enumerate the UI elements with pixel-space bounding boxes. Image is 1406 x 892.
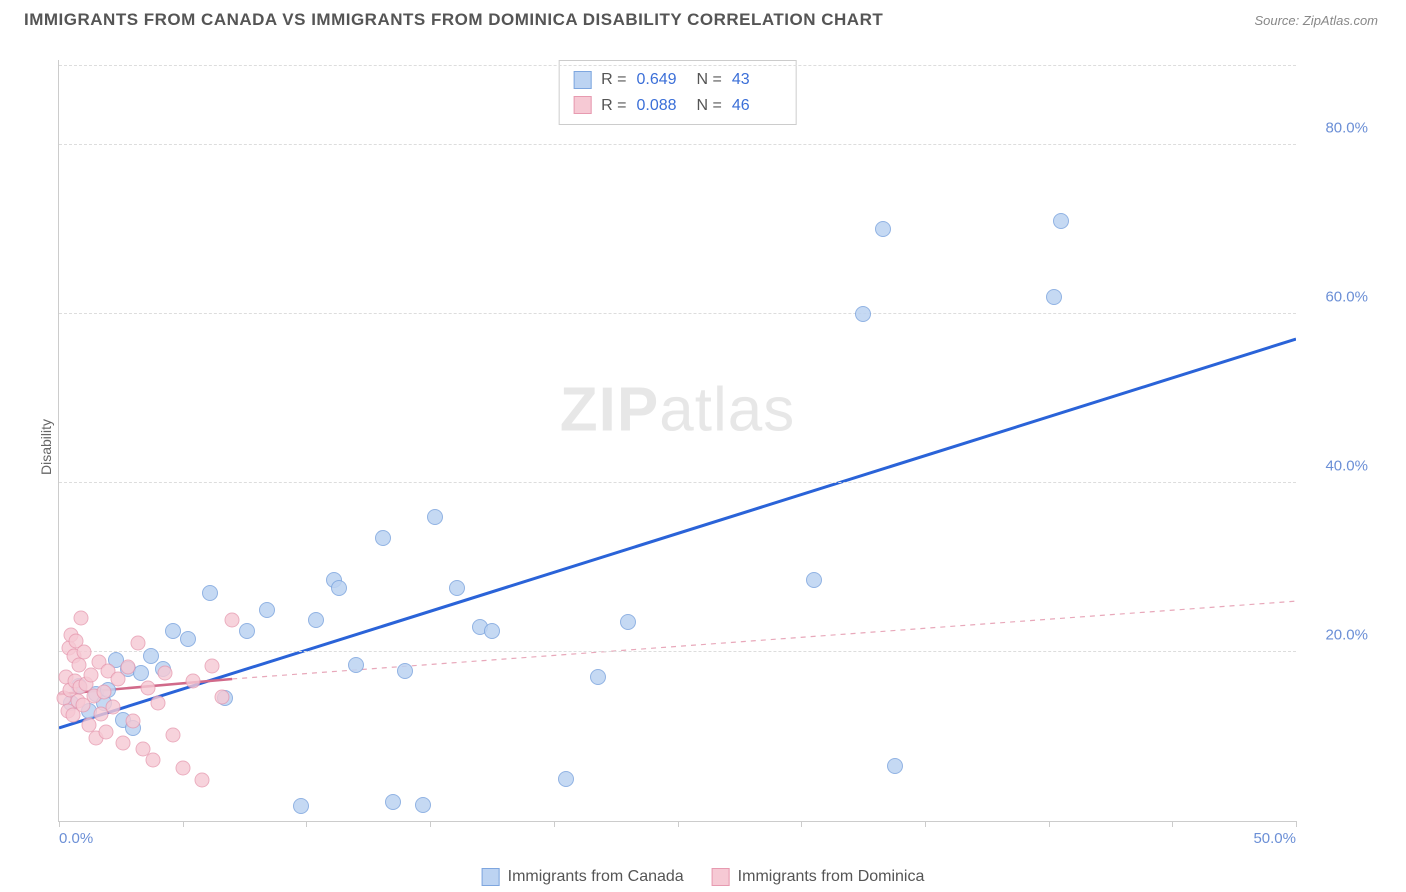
data-point <box>887 758 903 774</box>
n-value-dominica: 46 <box>732 93 782 119</box>
data-point <box>121 660 136 675</box>
data-point <box>590 669 606 685</box>
gridline <box>59 144 1296 145</box>
data-point <box>165 727 180 742</box>
y-axis-label: Disability <box>38 419 54 475</box>
source-label: Source: ZipAtlas.com <box>1254 13 1378 28</box>
data-point <box>375 530 391 546</box>
data-point <box>84 667 99 682</box>
swatch-dominica <box>712 868 730 886</box>
data-point <box>143 648 159 664</box>
data-point <box>397 663 413 679</box>
data-point <box>215 689 230 704</box>
stats-legend-box: R = 0.649 N = 43 R = 0.088 N = 46 <box>558 60 797 125</box>
gridline <box>59 651 1296 652</box>
data-point <box>131 636 146 651</box>
data-point <box>855 306 871 322</box>
x-tick <box>183 821 184 827</box>
data-point <box>427 509 443 525</box>
watermark: ZIPatlas <box>560 375 795 446</box>
chart-container: Disability ZIPatlas R = 0.649 N = 43 R =… <box>24 42 1386 852</box>
y-tick-label: 20.0% <box>1325 626 1368 643</box>
x-tick <box>306 821 307 827</box>
legend-item-dominica: Immigrants from Dominica <box>712 868 925 886</box>
x-tick <box>801 821 802 827</box>
data-point <box>195 773 210 788</box>
data-point <box>348 657 364 673</box>
gridline <box>59 313 1296 314</box>
data-point <box>449 580 465 596</box>
legend-item-canada: Immigrants from Canada <box>482 868 684 886</box>
y-tick-label: 60.0% <box>1325 288 1368 305</box>
data-point <box>385 794 401 810</box>
x-tick <box>1296 821 1297 827</box>
data-point <box>111 671 126 686</box>
data-point <box>76 644 91 659</box>
y-tick-label: 40.0% <box>1325 457 1368 474</box>
plot-area: ZIPatlas R = 0.649 N = 43 R = 0.088 N = … <box>58 60 1296 822</box>
gridline <box>59 65 1296 66</box>
x-tick-label: 0.0% <box>59 830 93 847</box>
data-point <box>620 614 636 630</box>
data-point <box>99 725 114 740</box>
data-point <box>806 572 822 588</box>
gridline <box>59 482 1296 483</box>
data-point <box>106 699 121 714</box>
data-point <box>146 753 161 768</box>
y-tick-label: 80.0% <box>1325 119 1368 136</box>
n-label: N = <box>697 93 722 119</box>
n-value-canada: 43 <box>732 67 782 93</box>
data-point <box>141 681 156 696</box>
data-point <box>1046 289 1062 305</box>
data-point <box>484 623 500 639</box>
x-tick <box>1172 821 1173 827</box>
n-label: N = <box>697 67 722 93</box>
data-point <box>558 771 574 787</box>
data-point <box>96 684 111 699</box>
data-point <box>126 714 141 729</box>
data-point <box>158 666 173 681</box>
data-point <box>165 623 181 639</box>
bottom-legend: Immigrants from Canada Immigrants from D… <box>482 868 925 886</box>
x-tick <box>1049 821 1050 827</box>
x-tick <box>554 821 555 827</box>
x-tick <box>430 821 431 827</box>
legend-label-dominica: Immigrants from Dominica <box>738 868 925 886</box>
data-point <box>293 798 309 814</box>
data-point <box>116 736 131 751</box>
data-point <box>150 695 165 710</box>
data-point <box>1053 213 1069 229</box>
data-point <box>74 611 89 626</box>
data-point <box>875 221 891 237</box>
data-point <box>175 760 190 775</box>
legend-label-canada: Immigrants from Canada <box>508 868 684 886</box>
x-tick <box>678 821 679 827</box>
data-point <box>331 580 347 596</box>
data-point <box>239 623 255 639</box>
chart-title: IMMIGRANTS FROM CANADA VS IMMIGRANTS FRO… <box>24 10 883 30</box>
x-tick <box>925 821 926 827</box>
r-label: R = <box>601 93 626 119</box>
x-tick <box>59 821 60 827</box>
data-point <box>185 674 200 689</box>
data-point <box>308 612 324 628</box>
swatch-canada <box>482 868 500 886</box>
stats-row-canada: R = 0.649 N = 43 <box>573 67 782 93</box>
data-point <box>225 612 240 627</box>
data-point <box>259 602 275 618</box>
stats-row-dominica: R = 0.088 N = 46 <box>573 93 782 119</box>
data-point <box>205 659 220 674</box>
data-point <box>180 631 196 647</box>
x-tick-label: 50.0% <box>1253 830 1296 847</box>
swatch-dominica <box>573 96 591 114</box>
swatch-canada <box>573 71 591 89</box>
header: IMMIGRANTS FROM CANADA VS IMMIGRANTS FRO… <box>0 0 1406 38</box>
r-label: R = <box>601 67 626 93</box>
data-point <box>415 797 431 813</box>
trend-lines <box>59 60 1296 821</box>
r-value-canada: 0.649 <box>637 67 687 93</box>
data-point <box>202 585 218 601</box>
r-value-dominica: 0.088 <box>637 93 687 119</box>
